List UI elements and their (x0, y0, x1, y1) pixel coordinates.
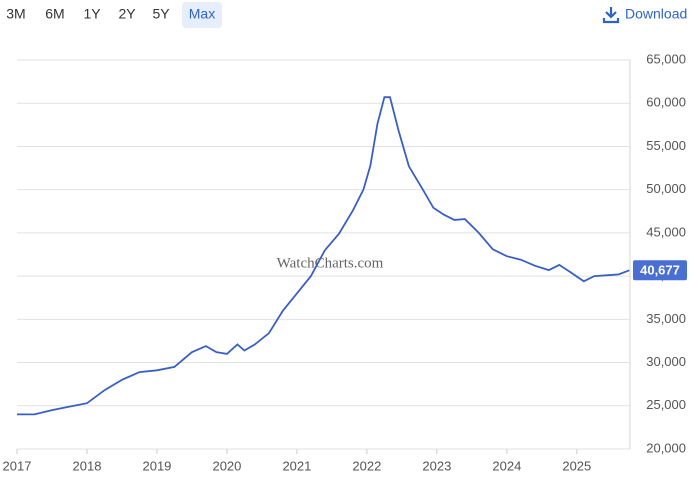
x-tick-label: 2024 (492, 458, 521, 473)
last-value-box (633, 260, 687, 281)
y-tick-label: 30,000 (646, 354, 686, 369)
y-tick-label: 60,000 (646, 95, 686, 110)
download-label[interactable]: Download (625, 6, 687, 22)
y-tick-label: 65,000 (646, 51, 686, 66)
y-tick-label: 50,000 (646, 181, 686, 196)
y-tick-label: 20,000 (646, 440, 686, 455)
y-tick-label: 35,000 (646, 311, 686, 326)
range-button[interactable]: 3M (6, 6, 25, 22)
range-button[interactable]: 5Y (152, 6, 170, 22)
range-button[interactable]: 6M (45, 6, 64, 22)
x-tick-label: 2017 (3, 458, 32, 473)
watermark: WatchCharts.com (277, 255, 384, 271)
x-tick-label: 2021 (282, 458, 311, 473)
x-tick-label: 2023 (422, 458, 451, 473)
download-button[interactable]: Download (602, 6, 687, 24)
x-tick-label: 2018 (73, 458, 102, 473)
y-tick-label: 25,000 (646, 397, 686, 412)
last-value-label: 40,677 (640, 263, 680, 278)
selected-range-bg (182, 2, 222, 28)
download-icon (602, 7, 620, 24)
y-tick-label: 55,000 (646, 138, 686, 153)
price-line (17, 96, 630, 416)
x-tick-label: 2022 (352, 458, 381, 473)
y-tick-label: 45,000 (646, 224, 686, 239)
range-button[interactable]: 1Y (83, 6, 101, 22)
x-tick-label: 2020 (212, 458, 241, 473)
x-tick-label: 2019 (142, 458, 171, 473)
x-tick-label: 2025 (562, 458, 591, 473)
range-button[interactable]: 2Y (118, 6, 136, 22)
range-button[interactable]: Max (189, 6, 215, 22)
